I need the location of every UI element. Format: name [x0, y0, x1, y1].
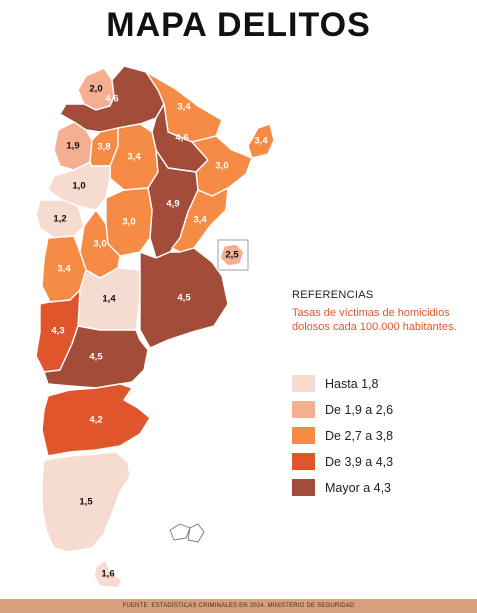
- malvinas-west-shape: [169, 523, 191, 541]
- region-labels: 2,04,63,43,44,61,93,43,83,01,04,91,2 3,0 3…: [51, 84, 268, 580]
- region-value-jujuy: 2,0: [89, 84, 102, 95]
- region-value-catamarca-east: 3,8: [97, 142, 110, 153]
- legend-label-2: De 2,7 a 3,8: [325, 429, 394, 443]
- region-value-formosa: 3,4: [177, 102, 191, 113]
- region-santa-cruz[interactable]: [41, 451, 131, 553]
- region-buenos-aires[interactable]: [139, 247, 229, 349]
- region-value-neuquen: 4,3: [51, 326, 64, 337]
- legend-heading: REFERENCIAS: [292, 289, 374, 301]
- legend-swatch-1: [292, 401, 315, 418]
- region-value-san-juan-mendoza: 3,4: [57, 264, 71, 275]
- legend-item-4: Mayor a 4,3: [292, 477, 462, 503]
- legend-swatch-0: [292, 375, 315, 392]
- region-chubut[interactable]: [41, 383, 151, 457]
- region-value-tucuman: 1,9: [66, 141, 79, 152]
- legend: Hasta 1,8 De 1,9 a 2,6 De 2,7 a 3,8 De 3…: [292, 373, 462, 503]
- region-value-catamarca: 1,0: [72, 181, 85, 192]
- legend-item-0: Hasta 1,8: [292, 373, 462, 399]
- map-title: MAPA DELITOS: [106, 6, 371, 44]
- region-value-san-luis: 3,0: [93, 239, 106, 250]
- legend-label-4: Mayor a 4,3: [325, 481, 392, 495]
- region-value-santiago: 3,4: [127, 152, 141, 163]
- region-value-santa-fe: 4,9: [166, 199, 179, 210]
- region-value-misiones: 3,4: [254, 136, 268, 147]
- legend-item-1: De 1,9 a 2,6: [292, 399, 462, 425]
- malvinas-east-shape: [187, 523, 205, 543]
- legend-swatch-4: [292, 479, 315, 496]
- region-value-rio-negro: 4,5: [89, 352, 103, 363]
- legend-label-1: De 1,9 a 2,6: [325, 403, 394, 417]
- region-tierra-del-fuego[interactable]: [93, 559, 123, 589]
- legend-label-3: De 3,9 a 4,3: [325, 455, 394, 469]
- region-value-santa-cruz: 1,5: [79, 497, 93, 508]
- region-value-la-pampa: 1,4: [102, 294, 116, 305]
- legend-label-0: Hasta 1,8: [325, 377, 379, 391]
- region-value-chubut: 4,2: [89, 415, 102, 426]
- legend-item-2: De 2,7 a 3,8: [292, 425, 462, 451]
- caba-inset-frame: [217, 239, 249, 271]
- legend-swatch-2: [292, 427, 315, 444]
- region-value-chaco: 4,6: [175, 133, 188, 144]
- region-value-entre-rios: 3,4: [193, 215, 207, 226]
- source-footer: FUENTE: ESTADÍSTICAS CRIMINALES EN 2024.…: [0, 599, 477, 613]
- region-caba[interactable]: [219, 243, 245, 267]
- region-value-tierra-del-fuego: 1,6: [101, 569, 114, 580]
- region-value-buenos-aires: 4,5: [177, 293, 191, 304]
- legend-swatch-3: [292, 453, 315, 470]
- region-value-caba: 2,5: [225, 250, 239, 261]
- region-misiones[interactable]: [247, 123, 275, 159]
- region-value-cordoba: 3,0: [122, 217, 135, 228]
- region-value-corrientes: 3,0: [215, 161, 228, 172]
- region-catamarca[interactable]: [47, 161, 111, 211]
- legend-item-3: De 3,9 a 4,3: [292, 451, 462, 477]
- region-value-la-rioja: 1,2: [53, 214, 66, 225]
- legend-description: Tasas de víctimas de homicidios dolosos …: [292, 307, 457, 333]
- region-value-salta: 4,6: [105, 94, 118, 105]
